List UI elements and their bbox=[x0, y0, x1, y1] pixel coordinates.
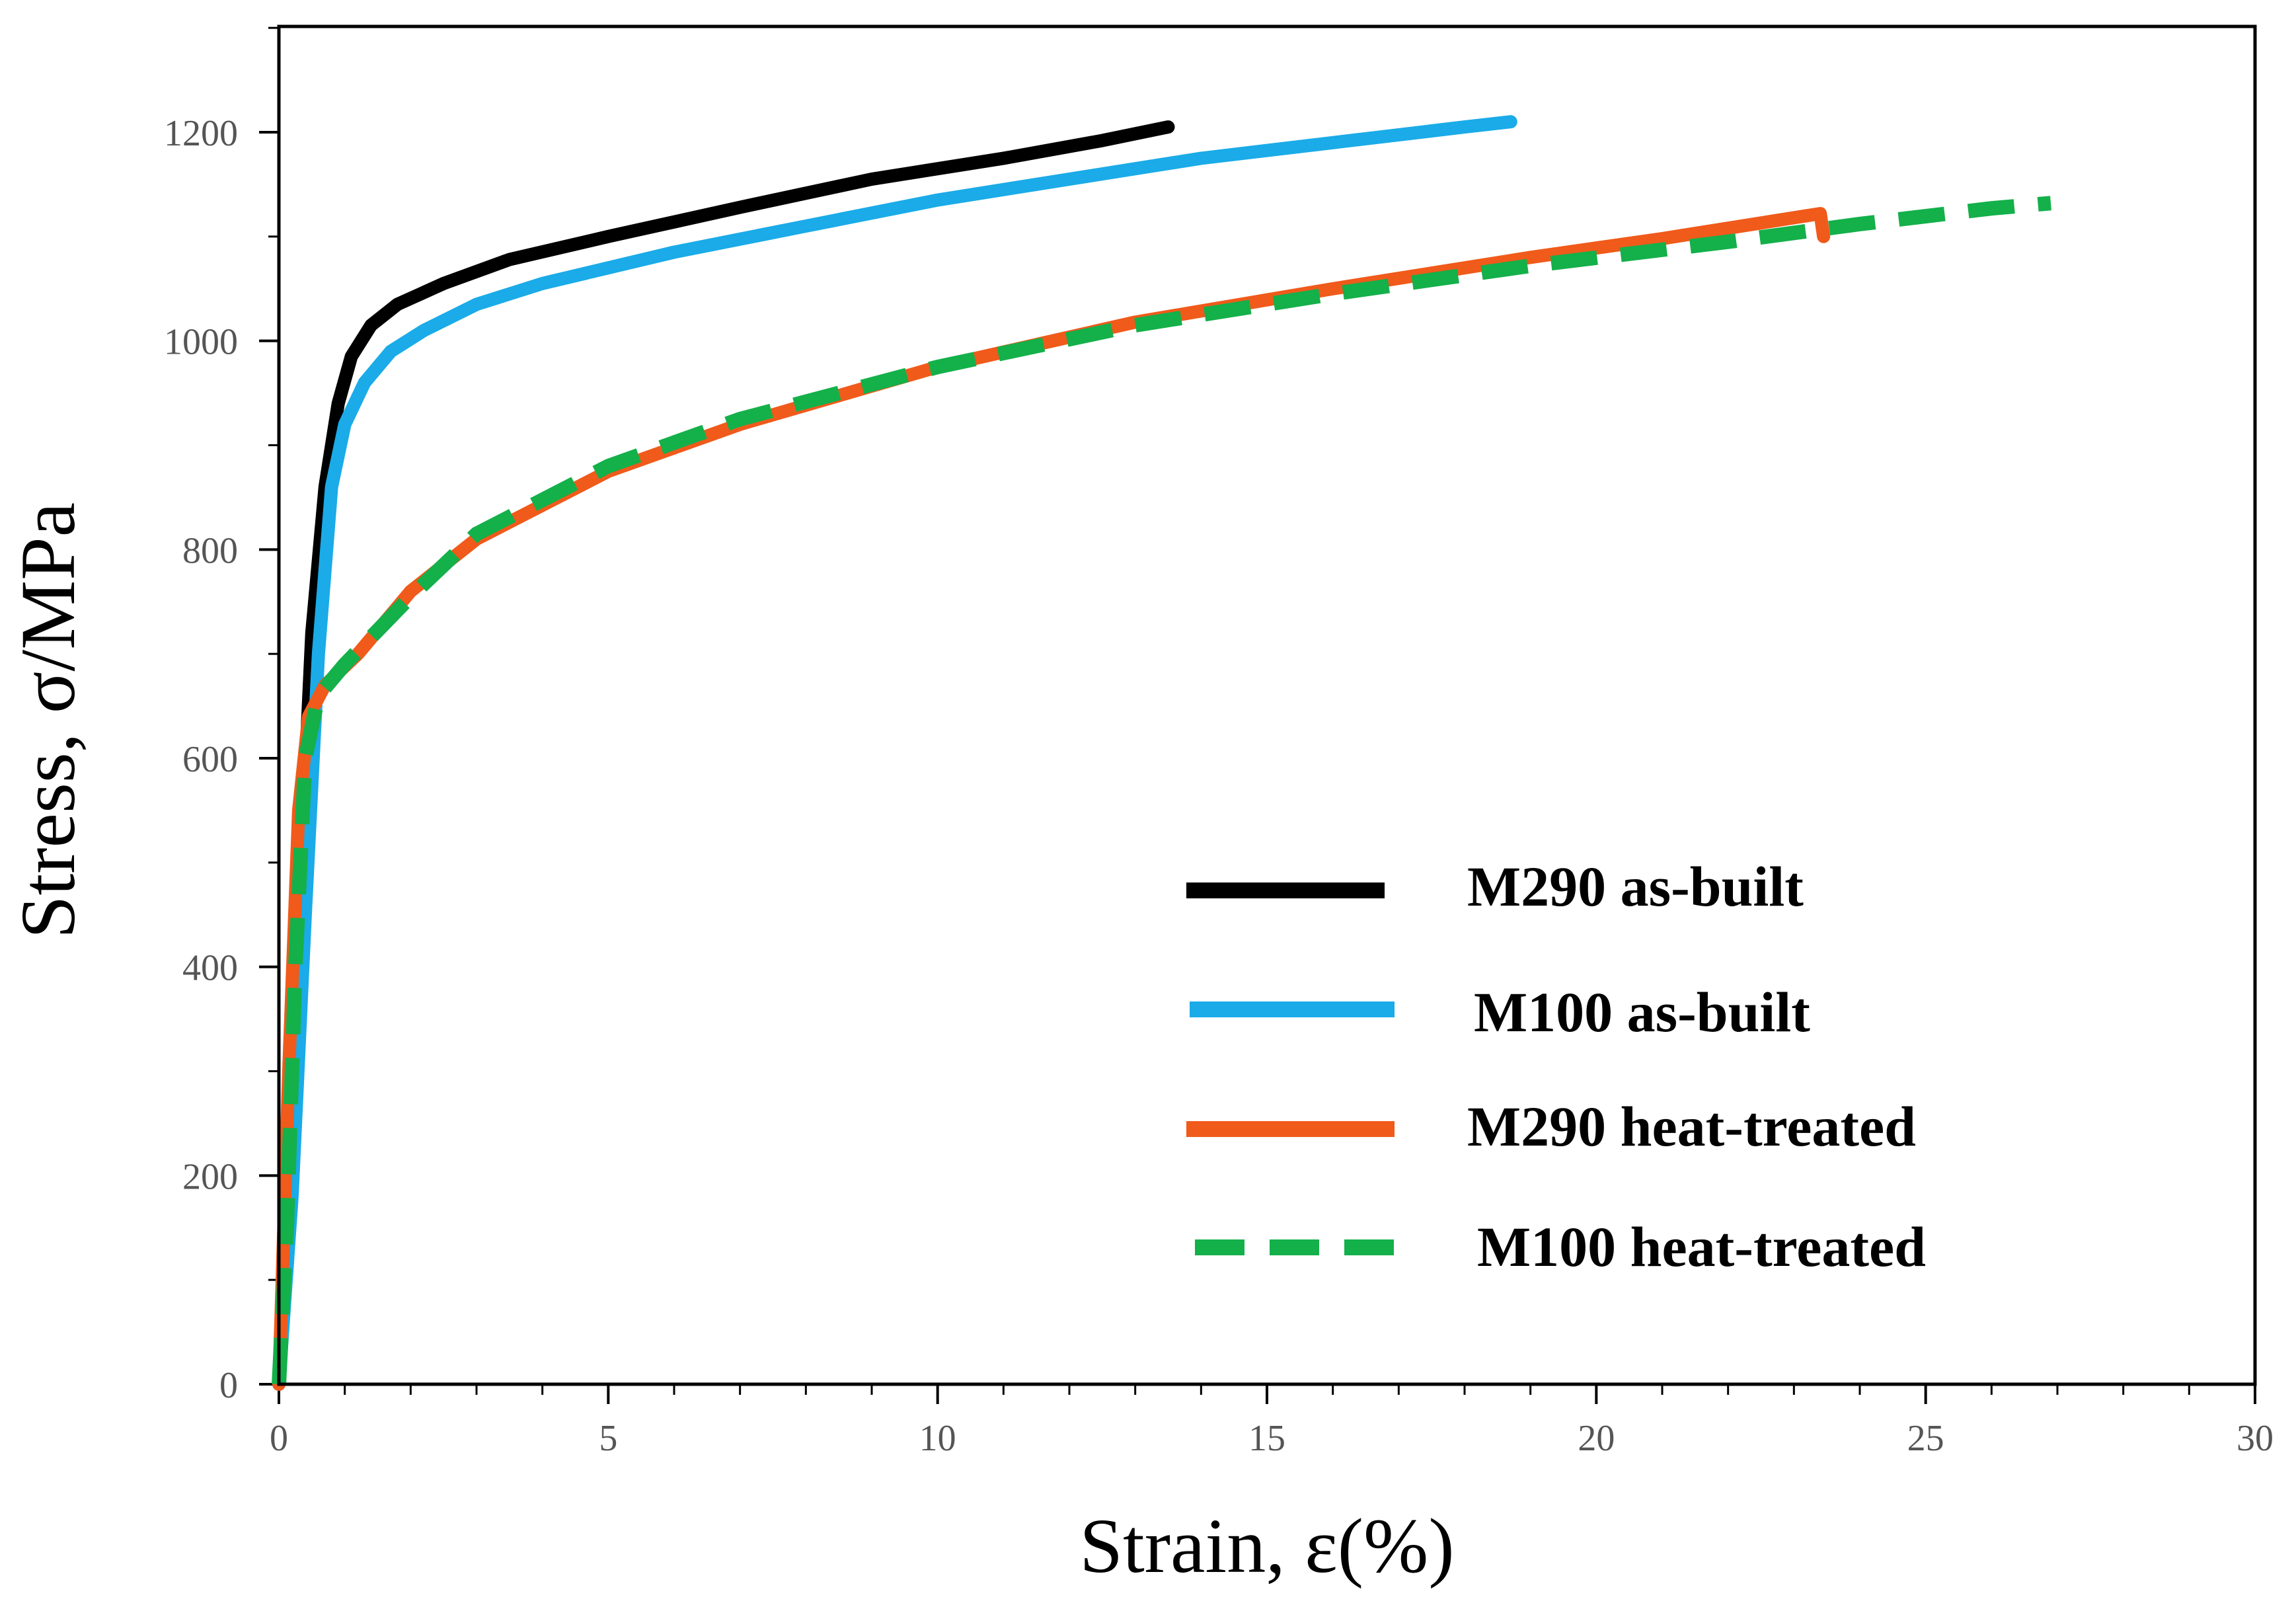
x-tick-label: 15 bbox=[1248, 1418, 1285, 1459]
y-tick-label: 800 bbox=[182, 530, 238, 571]
legend: M290 as-built M100 as-built M290 heat-tr… bbox=[1186, 855, 1926, 1278]
y-tick-label: 400 bbox=[182, 948, 238, 989]
tick-labels: 0 5 10 15 20 25 30 0 200 400 600 800 1000 1200 bbox=[164, 113, 2274, 1459]
series-line-m100-heat-treated bbox=[272, 196, 2051, 1385]
x-tick-label: 25 bbox=[1907, 1418, 1944, 1459]
y-axis-title: Stress, σ/MPa bbox=[5, 502, 91, 939]
y-tick-label: 200 bbox=[182, 1156, 238, 1197]
plot-frame bbox=[277, 24, 2257, 1386]
legend-label-m100-as-built: M100 as-built bbox=[1474, 980, 1810, 1044]
data-series bbox=[272, 115, 2051, 1391]
x-axis-title: Strain, ε(%) bbox=[1079, 1503, 1454, 1589]
x-tick-label: 0 bbox=[270, 1418, 288, 1459]
y-tick-label: 600 bbox=[182, 739, 238, 780]
legend-label-m290-as-built: M290 as-built bbox=[1467, 855, 1804, 918]
tick-marks bbox=[259, 26, 2256, 1404]
series-line-m100-as-built bbox=[272, 115, 1517, 1391]
y-tick-label: 1200 bbox=[164, 113, 238, 154]
legend-label-m100-heat-treated: M100 heat-treated bbox=[1477, 1215, 1926, 1278]
x-tick-label: 5 bbox=[599, 1418, 617, 1459]
y-tick-label: 0 bbox=[219, 1365, 238, 1406]
legend-label-m290-heat-treated: M290 heat-treated bbox=[1467, 1095, 1916, 1158]
x-tick-label: 30 bbox=[2237, 1418, 2274, 1459]
x-tick-label: 20 bbox=[1578, 1418, 1615, 1459]
x-tick-label: 10 bbox=[919, 1418, 956, 1459]
y-tick-label: 1000 bbox=[164, 322, 238, 363]
